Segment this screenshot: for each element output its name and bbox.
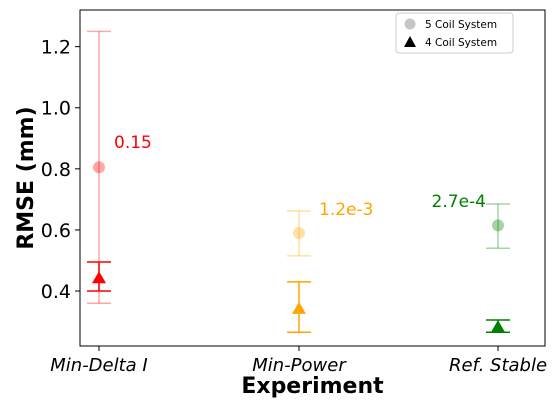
legend-box (395, 12, 514, 54)
legend-label-five-coil: 5 Coil System (425, 19, 497, 31)
legend-label-four-coil: 4 Coil System (425, 37, 497, 49)
y-tick-label: 1.0 (41, 98, 71, 120)
y-axis: 0.4 0.6 0.8 1.0 1.2 (41, 37, 80, 303)
series-five-coil (87, 30, 510, 304)
series-four-coil (87, 261, 510, 334)
data-point-triangle (491, 320, 505, 333)
y-tick-label: 1.2 (41, 37, 71, 59)
data-point-circle (93, 161, 105, 174)
annotation-label: 2.7e-4 (432, 192, 486, 212)
x-axis-title: Experiment (241, 374, 384, 399)
x-tick-label: Min-Power (252, 355, 347, 376)
plot-frame (79, 9, 546, 347)
data-point-circle (492, 219, 504, 232)
data-point-circle (293, 226, 305, 239)
y-axis-title: RMSE (mm) (14, 106, 39, 249)
data-point-triangle (292, 301, 306, 314)
legend: 5 Coil System 4 Coil System (395, 12, 514, 54)
x-axis: Min-Delta I Min-Power Ref. Stable (50, 346, 547, 376)
annotation-label: 0.15 (114, 133, 152, 153)
x-tick-label: Ref. Stable (449, 355, 547, 376)
x-tick-label: Min-Delta I (50, 355, 148, 376)
y-tick-label: 0.6 (41, 220, 71, 242)
legend-marker-triangle (404, 36, 416, 47)
y-tick-label: 0.4 (41, 281, 71, 303)
plot-content: 0.15 1.2e-3 2.7e-4 (87, 30, 510, 334)
y-tick-label: 0.8 (41, 159, 71, 181)
annotation-label: 1.2e-3 (319, 200, 373, 220)
legend-marker-circle (404, 18, 416, 30)
data-point-triangle (92, 271, 106, 284)
